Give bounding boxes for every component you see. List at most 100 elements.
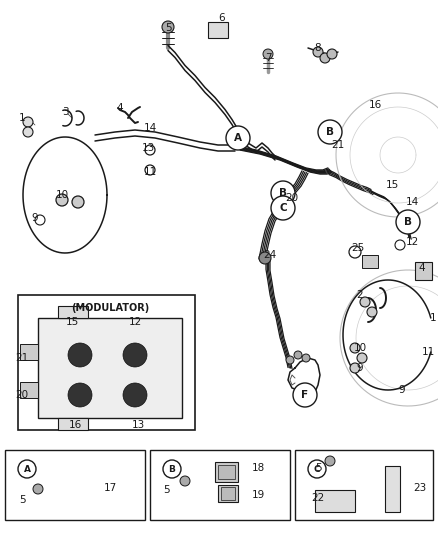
Bar bbox=[295, 450, 433, 520]
Bar bbox=[215, 462, 238, 482]
Text: 21: 21 bbox=[332, 140, 345, 150]
Bar bbox=[58, 306, 88, 318]
Text: A: A bbox=[24, 464, 31, 473]
Circle shape bbox=[23, 117, 33, 127]
Text: 2: 2 bbox=[357, 290, 363, 300]
Bar bbox=[5, 450, 145, 520]
Text: 3: 3 bbox=[62, 107, 68, 117]
Circle shape bbox=[302, 354, 310, 362]
Bar bbox=[415, 262, 432, 280]
Text: 1: 1 bbox=[19, 113, 25, 123]
Text: 10: 10 bbox=[353, 343, 367, 353]
Circle shape bbox=[367, 307, 377, 317]
Text: 19: 19 bbox=[251, 490, 265, 500]
Circle shape bbox=[318, 120, 342, 144]
Circle shape bbox=[293, 383, 317, 407]
Text: B: B bbox=[169, 464, 176, 473]
Bar bbox=[218, 465, 235, 479]
Bar bbox=[362, 255, 378, 268]
Text: 16: 16 bbox=[68, 420, 81, 430]
Bar bbox=[58, 418, 88, 430]
Circle shape bbox=[320, 53, 330, 63]
Circle shape bbox=[123, 383, 147, 407]
Bar bbox=[221, 487, 235, 500]
Text: 23: 23 bbox=[413, 483, 427, 493]
Text: 1: 1 bbox=[430, 313, 436, 323]
Bar bbox=[20, 344, 38, 360]
Circle shape bbox=[308, 460, 326, 478]
Text: 22: 22 bbox=[311, 493, 325, 503]
Circle shape bbox=[68, 343, 92, 367]
Text: 7: 7 bbox=[265, 53, 271, 63]
Bar bbox=[315, 490, 355, 512]
Circle shape bbox=[56, 194, 68, 206]
Text: 12: 12 bbox=[406, 237, 419, 247]
Circle shape bbox=[162, 21, 174, 33]
Circle shape bbox=[23, 127, 33, 137]
Circle shape bbox=[33, 484, 43, 494]
Circle shape bbox=[286, 356, 294, 364]
Circle shape bbox=[313, 47, 323, 57]
Text: 15: 15 bbox=[385, 180, 399, 190]
Text: 6: 6 bbox=[219, 13, 225, 23]
Circle shape bbox=[18, 460, 36, 478]
Bar bbox=[218, 485, 238, 502]
Circle shape bbox=[294, 351, 302, 359]
Circle shape bbox=[349, 246, 361, 258]
Circle shape bbox=[259, 252, 271, 264]
Circle shape bbox=[263, 49, 273, 59]
Text: 9: 9 bbox=[357, 363, 363, 373]
Circle shape bbox=[163, 460, 181, 478]
Text: 12: 12 bbox=[128, 317, 141, 327]
Bar bbox=[385, 466, 400, 512]
Circle shape bbox=[72, 196, 84, 208]
Bar bbox=[18, 295, 195, 430]
Text: 8: 8 bbox=[314, 43, 321, 53]
Circle shape bbox=[145, 165, 155, 175]
Text: B: B bbox=[279, 188, 287, 198]
Text: C: C bbox=[279, 203, 287, 213]
Text: 14: 14 bbox=[406, 197, 419, 207]
Text: (MODULATOR): (MODULATOR) bbox=[71, 303, 149, 313]
Text: B: B bbox=[326, 127, 334, 137]
Text: 17: 17 bbox=[103, 483, 117, 493]
Circle shape bbox=[226, 126, 250, 150]
Circle shape bbox=[180, 476, 190, 486]
Circle shape bbox=[357, 353, 367, 363]
Text: 13: 13 bbox=[141, 143, 155, 153]
Bar bbox=[38, 318, 182, 418]
Bar bbox=[208, 22, 228, 38]
Text: 11: 11 bbox=[143, 167, 157, 177]
Text: 5: 5 bbox=[19, 495, 25, 505]
Text: 10: 10 bbox=[56, 190, 69, 200]
Text: C: C bbox=[314, 464, 320, 473]
Text: A: A bbox=[234, 133, 242, 143]
Text: 9: 9 bbox=[399, 385, 405, 395]
Circle shape bbox=[35, 215, 45, 225]
Circle shape bbox=[271, 196, 295, 220]
Circle shape bbox=[350, 343, 360, 353]
Circle shape bbox=[325, 456, 335, 466]
Text: F: F bbox=[301, 390, 308, 400]
Circle shape bbox=[271, 181, 295, 205]
Text: 20: 20 bbox=[286, 193, 299, 203]
Bar bbox=[20, 382, 38, 398]
Text: 25: 25 bbox=[351, 243, 364, 253]
Text: 21: 21 bbox=[15, 353, 28, 363]
Circle shape bbox=[360, 297, 370, 307]
Text: 5: 5 bbox=[165, 23, 171, 33]
Text: 16: 16 bbox=[368, 100, 381, 110]
Text: 18: 18 bbox=[251, 463, 265, 473]
Text: 9: 9 bbox=[32, 213, 38, 223]
Text: B: B bbox=[404, 217, 412, 227]
Circle shape bbox=[396, 210, 420, 234]
Text: 13: 13 bbox=[131, 420, 145, 430]
Text: 11: 11 bbox=[421, 347, 434, 357]
Text: 5: 5 bbox=[164, 485, 170, 495]
Circle shape bbox=[145, 145, 155, 155]
Circle shape bbox=[123, 343, 147, 367]
Text: 15: 15 bbox=[65, 317, 79, 327]
Circle shape bbox=[395, 240, 405, 250]
Bar bbox=[150, 450, 290, 520]
Text: 24: 24 bbox=[263, 250, 277, 260]
